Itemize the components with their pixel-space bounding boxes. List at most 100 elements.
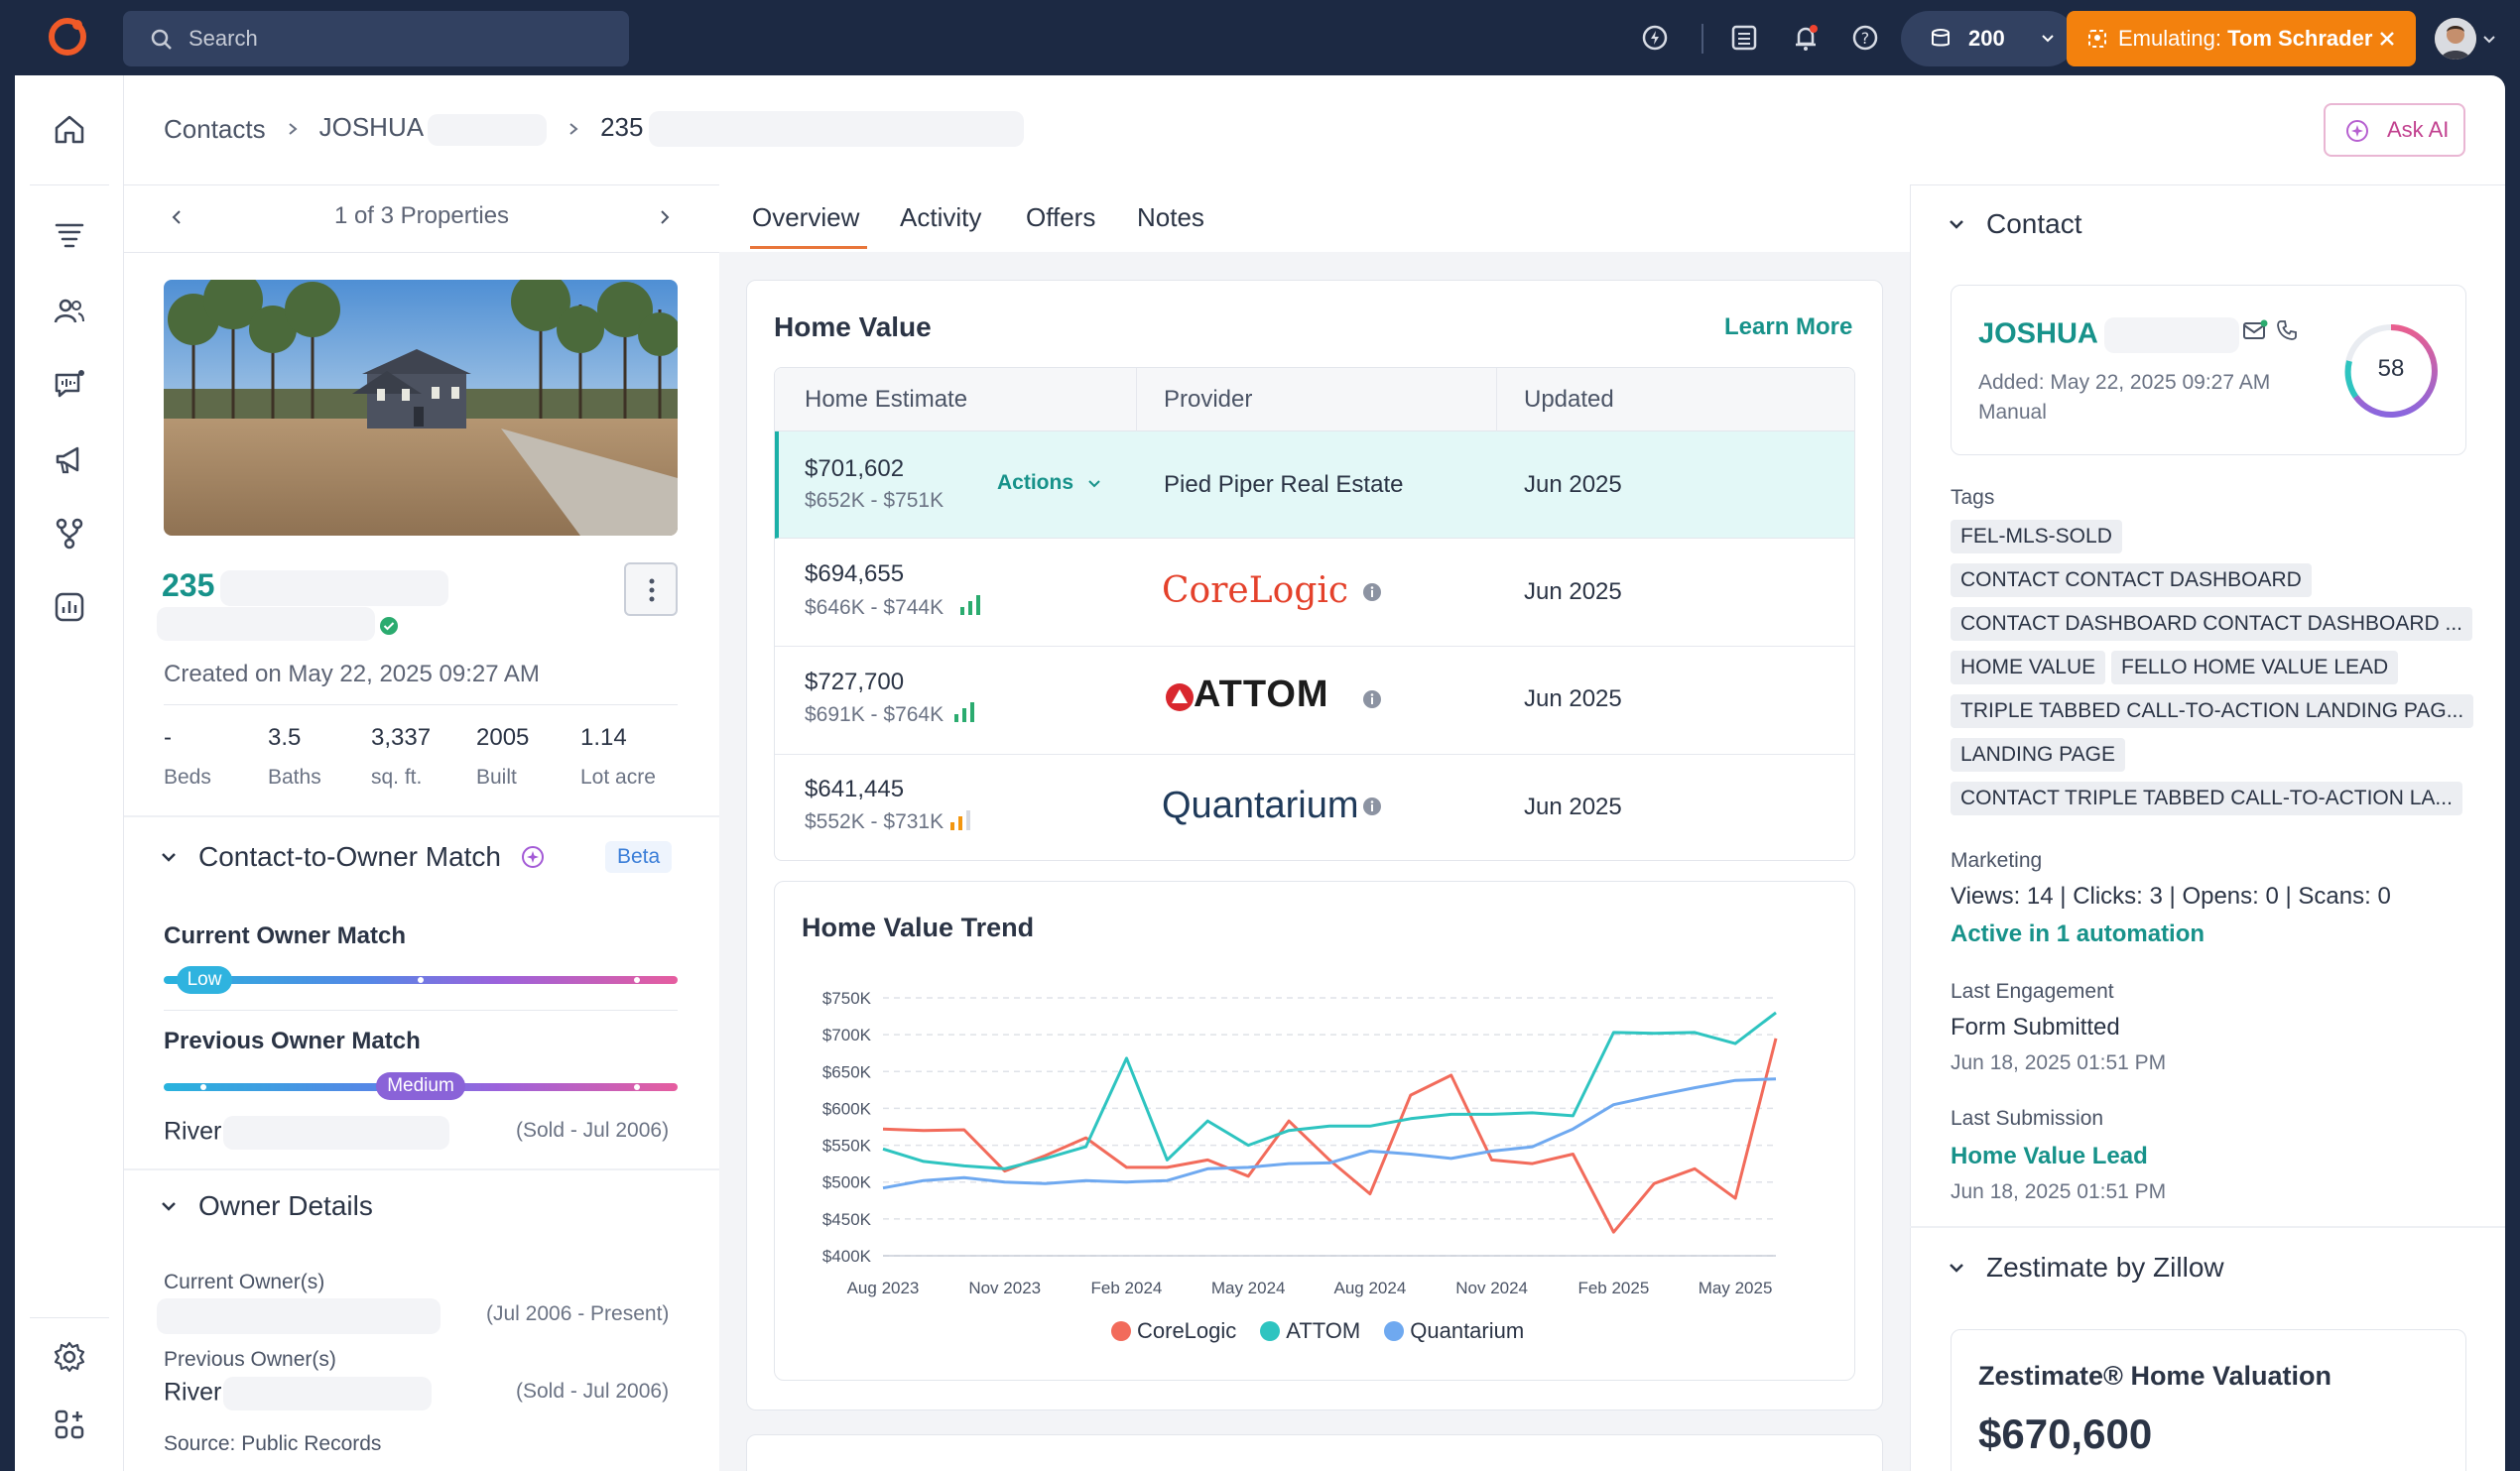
bell-icon[interactable] — [1790, 22, 1822, 54]
zestimate-card — [1951, 1329, 2466, 1471]
ask-ai-button[interactable]: Ask AI — [2324, 103, 2465, 157]
property-address: 235 — [162, 567, 449, 606]
owner-details-header[interactable]: Owner Details — [159, 1190, 373, 1222]
corelogic-logo: CoreLogic — [1162, 570, 1349, 611]
quantarium-logo: Quantarium — [1162, 785, 1359, 826]
funnel-icon[interactable] — [52, 218, 87, 254]
chevron-down-icon — [162, 853, 176, 862]
chevron-down-icon — [1950, 1264, 1963, 1273]
workflow-icon[interactable] — [52, 516, 87, 552]
tab-overview[interactable]: Overview — [752, 202, 860, 232]
col-home-estimate: Home Estimate — [805, 386, 968, 413]
home-icon[interactable] — [52, 111, 87, 147]
apps-icon[interactable] — [52, 1407, 87, 1442]
divider — [775, 754, 1854, 755]
automation-link[interactable]: Active in 1 automation — [1951, 920, 2205, 947]
chevron-right-icon[interactable] — [657, 209, 673, 225]
updated-date: Jun 2025 — [1524, 685, 1622, 712]
contact-name[interactable]: JOSHUA — [1978, 317, 2239, 353]
tab-notes[interactable]: Notes — [1137, 202, 1204, 232]
property-menu-button[interactable] — [624, 562, 678, 616]
breadcrumb-property: 235 — [600, 111, 1025, 147]
table-row[interactable] — [775, 431, 1854, 539]
tab-activity[interactable]: Activity — [900, 202, 982, 232]
tab-offers[interactable]: Offers — [1026, 202, 1096, 232]
property-photo[interactable] — [164, 280, 678, 536]
marketing-stats: Views: 14 | Clicks: 3 | Opens: 0 | Scans… — [1951, 883, 2391, 910]
phone-icon[interactable] — [2276, 319, 2298, 341]
tag[interactable]: LANDING PAGE — [1951, 738, 2125, 772]
y-tick-label: $750K — [822, 989, 872, 1008]
contact-section-header[interactable]: Contact — [1947, 208, 2082, 240]
current-match-level: Low — [177, 966, 232, 994]
tag[interactable]: FELLO HOME VALUE LEAD — [2111, 651, 2399, 684]
y-tick-label: $400K — [822, 1247, 872, 1266]
bar-tick — [200, 1084, 206, 1090]
search-input[interactable]: Search — [123, 11, 629, 66]
tag[interactable]: TRIPLE TABBED CALL-TO-ACTION LANDING PAG… — [1951, 694, 2474, 728]
y-tick-label: $700K — [822, 1026, 872, 1044]
confidence-low-icon — [950, 810, 970, 830]
confidence-high-icon — [954, 702, 974, 722]
lightning-icon[interactable] — [1639, 22, 1671, 54]
chevron-left-icon[interactable] — [169, 209, 185, 225]
divider — [1136, 368, 1137, 431]
last-submission-link[interactable]: Home Value Lead — [1951, 1143, 2148, 1169]
tag[interactable]: CONTACT TRIPLE TABBED CALL-TO-ACTION LA.… — [1951, 782, 2462, 815]
legend-corelogic[interactable]: CoreLogic — [1111, 1318, 1236, 1344]
tag[interactable]: CONTACT DASHBOARD CONTACT DASHBOARD ... — [1951, 607, 2472, 641]
chevron-down-icon — [1950, 220, 1963, 229]
x-tick-label: Feb 2024 — [1091, 1279, 1163, 1297]
list-icon[interactable] — [1728, 22, 1760, 54]
chevron-down-icon[interactable] — [2482, 32, 2496, 46]
svg-text:?: ? — [1861, 29, 1870, 48]
breadcrumb: Contacts JOSHUA 235 — [164, 111, 1025, 147]
reports-icon[interactable] — [52, 589, 87, 625]
estimate-range: $646K - $744K — [805, 596, 945, 619]
breadcrumb-contacts[interactable]: Contacts — [164, 113, 266, 144]
divider — [164, 1010, 678, 1011]
chevron-down-icon — [2042, 35, 2054, 43]
confidence-high-icon — [960, 595, 980, 615]
current-owner-range: (Jul 2006 - Present) — [486, 1302, 670, 1325]
help-icon[interactable]: ? — [1849, 22, 1881, 54]
property-pager: 1 of 3 Properties — [333, 202, 510, 229]
divider — [30, 1317, 109, 1318]
chevron-right-icon — [288, 123, 298, 135]
email-icon[interactable] — [2242, 319, 2268, 341]
estimate-range: $552K - $731K — [805, 810, 945, 833]
zestimate-section-header[interactable]: Zestimate by Zillow — [1947, 1252, 2224, 1284]
match-section-header[interactable]: Contact-to-Owner Match — [159, 841, 545, 873]
contacts-icon[interactable] — [52, 294, 87, 329]
credits-button[interactable]: 200 — [1901, 11, 2076, 66]
info-icon[interactable] — [1362, 582, 1382, 602]
previous-owner-name: River — [164, 1116, 450, 1150]
col-updated: Updated — [1524, 386, 1614, 413]
learn-more-link[interactable]: Learn More — [1724, 313, 1853, 340]
tag[interactable]: FEL-MLS-SOLD — [1951, 520, 2122, 553]
tag[interactable]: HOME VALUE — [1951, 651, 2106, 684]
x-tick-label: May 2024 — [1211, 1279, 1286, 1297]
app-logo-icon[interactable] — [46, 15, 89, 59]
legend-attom[interactable]: ATTOM — [1260, 1318, 1360, 1344]
actions-dropdown[interactable]: Actions — [997, 471, 1101, 495]
info-icon[interactable] — [1362, 689, 1382, 709]
divider — [124, 1168, 719, 1170]
tag[interactable]: CONTACT CONTACT DASHBOARD — [1951, 563, 2312, 597]
last-submission-label: Last Submission — [1951, 1107, 2104, 1130]
info-icon[interactable] — [1362, 797, 1382, 816]
breadcrumb-contact[interactable]: JOSHUA — [319, 112, 548, 146]
voice-chat-icon[interactable] — [52, 367, 87, 403]
megaphone-icon[interactable] — [52, 442, 87, 478]
stat-lot: 1.14 Lot acre — [580, 724, 656, 789]
avatar[interactable] — [2435, 18, 2476, 60]
gear-icon[interactable] — [52, 1339, 87, 1375]
series-line-corelogic — [882, 1038, 1778, 1234]
legend-quantarium[interactable]: Quantarium — [1384, 1318, 1524, 1344]
last-submission-time: Jun 18, 2025 01:51 PM — [1951, 1180, 2167, 1203]
contact-card — [1951, 285, 2466, 455]
close-icon[interactable] — [2378, 30, 2396, 48]
emulation-banner[interactable]: Emulating: Tom Schrader — [2067, 11, 2416, 66]
zestimate-card-title: Zestimate® Home Valuation — [1978, 1361, 2331, 1391]
attom-logo: ATTOM — [1194, 674, 1329, 715]
